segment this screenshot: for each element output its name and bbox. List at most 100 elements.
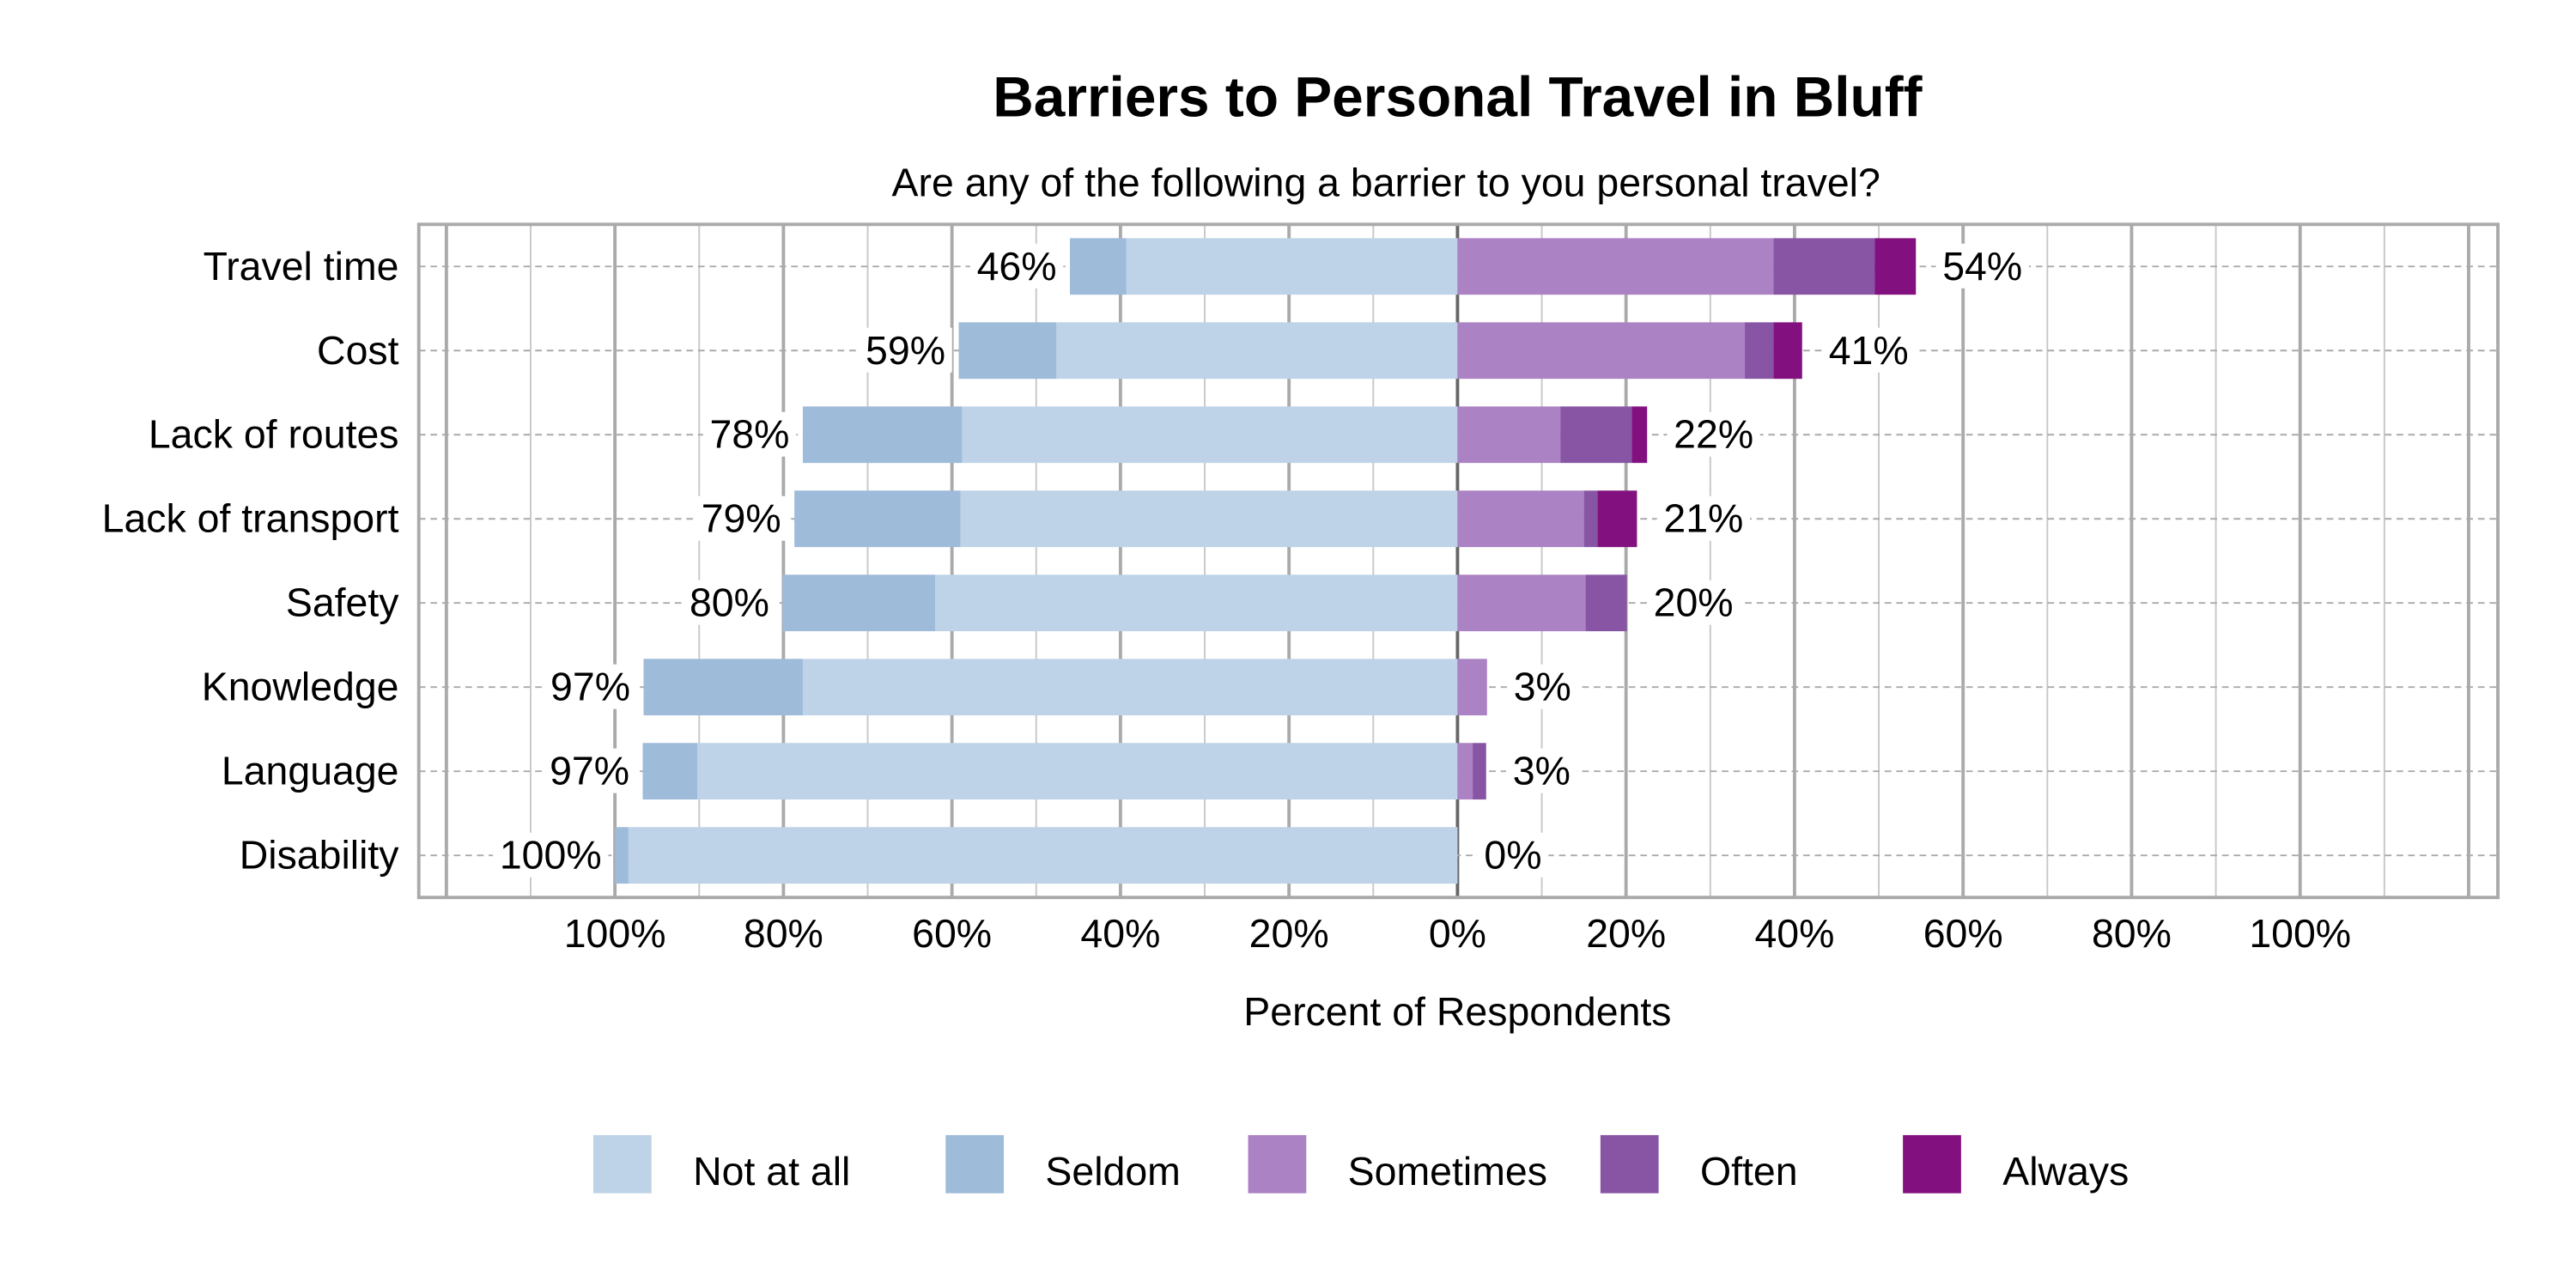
bar-segment <box>1560 406 1632 464</box>
legend-label: Seldom <box>1045 1149 1180 1194</box>
label-background <box>1656 495 1751 541</box>
left-total-label: 79% <box>702 496 781 541</box>
bar-segment <box>1457 406 1561 464</box>
bar-segment <box>1585 574 1627 632</box>
bar-segment <box>1745 322 1774 380</box>
chart-title: Barriers to Personal Travel in Bluff <box>993 64 1923 128</box>
plot-frame <box>416 222 2500 900</box>
label-background <box>1506 664 1578 709</box>
bar-segment <box>1457 490 1584 548</box>
label-background <box>1935 243 2029 289</box>
bar-segment <box>1631 406 1648 464</box>
bar-segment <box>1056 322 1458 380</box>
bar-segment <box>642 743 698 800</box>
x-axis-label: Percent of Respondents <box>1243 989 1671 1034</box>
x-tick-label: 100% <box>564 911 666 956</box>
category-label: Disability <box>240 833 400 878</box>
bar-segment <box>697 743 1458 800</box>
bar-segment <box>802 406 963 464</box>
label-background <box>1646 580 1741 625</box>
category-label: Cost <box>317 328 399 373</box>
bar-segment <box>802 659 1458 716</box>
bar-segment <box>782 574 936 632</box>
chart-subtitle: Are any of the following a barrier to yo… <box>892 160 1880 204</box>
right-total-label: 3% <box>1513 749 1571 793</box>
bar-segment <box>962 406 1458 464</box>
plot-area: Travel time Cost Lack of routes Lack of tra… <box>102 222 2500 956</box>
x-tick-label: 20% <box>1586 911 1666 956</box>
left-total-label: 80% <box>690 580 769 625</box>
category-label: Language <box>222 749 399 793</box>
right-total-label: 54% <box>1942 244 2022 289</box>
bar-segment <box>1457 659 1487 716</box>
left-total-label: 100% <box>500 833 602 878</box>
x-tick-label: 0% <box>1429 911 1486 956</box>
x-tick-label: 60% <box>912 911 992 956</box>
label-background <box>1477 832 1549 878</box>
legend-swatch <box>1903 1134 1961 1194</box>
label-background <box>493 832 609 878</box>
left-total-label: 59% <box>866 328 945 373</box>
legend: Not at all Seldom Sometimes Often Always <box>592 1134 2129 1194</box>
x-tick-label: 60% <box>1923 911 2003 956</box>
label-background <box>683 580 776 625</box>
bar-segment <box>1597 490 1637 548</box>
label-background <box>859 327 952 373</box>
x-tick-label: 20% <box>1249 911 1329 956</box>
label-background <box>1667 411 1760 457</box>
x-tick-label: 40% <box>1754 911 1834 956</box>
bar-segment <box>794 490 961 548</box>
legend-label: Not at all <box>693 1149 850 1194</box>
label-background <box>1506 748 1577 793</box>
bar-segment <box>1583 490 1598 548</box>
label-background <box>694 495 788 541</box>
category-label: Travel time <box>204 244 399 289</box>
legend-swatch <box>592 1134 652 1194</box>
right-total-label: 0% <box>1484 833 1541 878</box>
bar-segment <box>1457 743 1473 800</box>
left-total-label: 97% <box>550 665 630 709</box>
right-total-label: 41% <box>1829 328 1909 373</box>
bar-segment <box>1874 238 1917 295</box>
category-label: Lack of routes <box>149 412 399 457</box>
bar-segment <box>1457 322 1746 380</box>
legend-label: Always <box>2002 1149 2129 1194</box>
x-tick-label: 40% <box>1080 911 1160 956</box>
x-tick-label: 80% <box>744 911 823 956</box>
x-tick-label: 100% <box>2249 911 2351 956</box>
right-total-label: 22% <box>1674 412 1753 457</box>
bar-segment <box>935 574 1458 632</box>
bar-segment <box>1126 238 1458 295</box>
legend-swatch <box>945 1134 1005 1194</box>
bar-segment <box>643 659 803 716</box>
right-total-label: 20% <box>1654 580 1734 625</box>
legend-swatch <box>1248 1134 1307 1194</box>
right-total-label: 3% <box>1514 665 1571 709</box>
left-total-label: 46% <box>977 244 1057 289</box>
legend-label: Sometimes <box>1348 1149 1547 1194</box>
category-label: Safety <box>286 580 399 625</box>
label-background <box>544 664 637 709</box>
category-label: Knowledge <box>202 665 399 709</box>
legend-swatch <box>1600 1134 1659 1194</box>
left-total-label: 97% <box>550 749 629 793</box>
bar-segment <box>1457 238 1774 295</box>
bar-segment <box>1773 322 1802 380</box>
bar-segment <box>1457 574 1586 632</box>
category-label: Lack of transport <box>102 496 399 541</box>
bar-segment <box>958 322 1057 380</box>
label-background <box>969 243 1064 289</box>
bar-segment <box>1773 238 1875 295</box>
legend-label: Often <box>1700 1149 1798 1194</box>
label-background <box>1821 327 1916 373</box>
label-background <box>702 411 797 457</box>
right-total-label: 21% <box>1663 496 1743 541</box>
bar-segment <box>1070 238 1127 295</box>
label-background <box>543 748 636 793</box>
left-total-label: 78% <box>710 412 790 457</box>
bar-segment <box>960 490 1458 548</box>
bar-segment <box>1473 743 1486 800</box>
bar-segment <box>628 827 1458 884</box>
bar-segment <box>615 827 629 884</box>
